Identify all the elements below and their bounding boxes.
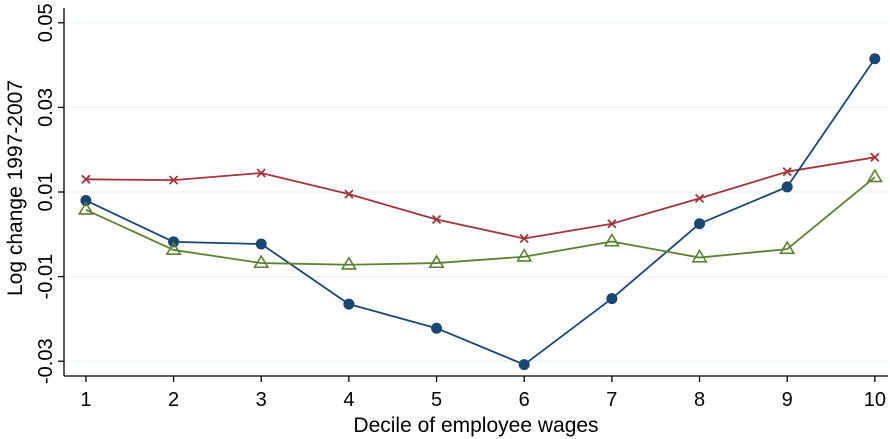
y-axis-ticks: -0.03 -0.01 0.01 0.03 0.05	[35, 3, 64, 384]
y-tick-label: -0.01	[35, 254, 57, 300]
x-tick-label: 6	[519, 389, 530, 411]
data-point	[606, 293, 618, 305]
data-point	[344, 189, 354, 199]
data-point	[255, 238, 267, 250]
data-point	[869, 53, 881, 65]
data-point	[870, 152, 880, 162]
data-point	[603, 232, 620, 247]
x-tick-label: 1	[80, 389, 91, 411]
y-tick-label: 0.01	[35, 173, 57, 212]
x-tick-label: 2	[168, 389, 179, 411]
data-point	[779, 240, 796, 255]
x-tick-label: 7	[606, 389, 617, 411]
data-point	[866, 168, 883, 183]
data-point	[81, 174, 91, 184]
data-point	[691, 248, 708, 263]
series-lines	[85, 58, 876, 366]
series-line	[85, 58, 876, 366]
data-point	[694, 218, 706, 230]
data-point	[781, 181, 793, 193]
x-tick-label: 5	[431, 389, 442, 411]
data-point	[80, 194, 92, 206]
y-tick-label: 0.03	[35, 88, 57, 127]
x-tick-label: 10	[864, 389, 886, 411]
data-point	[782, 167, 792, 177]
data-point	[168, 175, 179, 185]
x-tick-label: 3	[256, 389, 267, 411]
data-point	[253, 254, 270, 269]
y-tick-label: 0.05	[35, 3, 57, 42]
data-point	[431, 322, 443, 334]
gridlines	[64, 22, 888, 362]
y-tick-label: -0.03	[35, 338, 57, 384]
data-point	[77, 201, 94, 215]
series-line	[85, 176, 876, 266]
data-point	[343, 298, 355, 310]
x-axis-ticks: 1 2 3 4 5 6 7 8 9 10	[80, 376, 886, 411]
x-tick-label: 9	[782, 389, 793, 411]
series-line	[85, 156, 875, 240]
data-point	[694, 193, 705, 203]
data-point	[165, 241, 182, 255]
data-point	[518, 359, 530, 371]
data-point	[431, 214, 442, 225]
x-tick-label: 4	[343, 389, 354, 411]
x-tick-label: 8	[694, 389, 705, 411]
data-point	[516, 248, 533, 262]
data-point	[428, 254, 445, 269]
data-point	[256, 168, 266, 178]
data-point	[607, 219, 617, 229]
data-point	[519, 233, 529, 244]
data-point	[340, 256, 357, 270]
x-axis-title: Decile of employee wages	[353, 414, 598, 437]
series-markers	[77, 53, 883, 371]
y-axis-title: Log change 1997-2007	[4, 80, 27, 296]
